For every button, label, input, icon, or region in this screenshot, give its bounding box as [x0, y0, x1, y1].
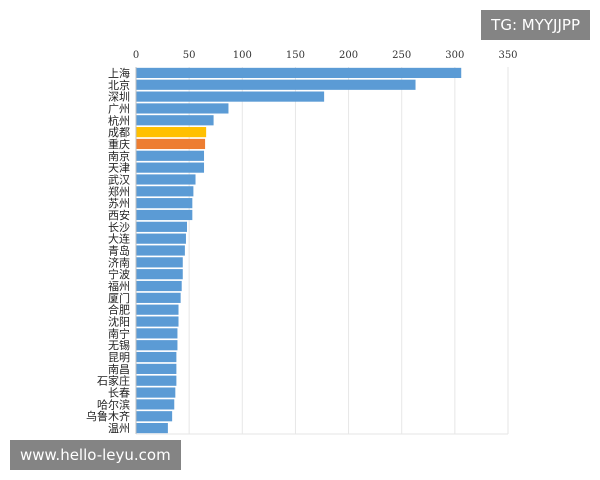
category-label: 厦门 [108, 291, 130, 305]
watermark-site: www.hello-leyu.com [10, 440, 181, 470]
bar [136, 233, 186, 244]
bar [136, 257, 183, 268]
category-label: 郑州 [108, 184, 130, 198]
bar [136, 150, 205, 161]
bar [136, 67, 462, 79]
category-label: 温州 [108, 422, 130, 435]
bar [136, 387, 176, 398]
category-label: 哈尔滨 [97, 397, 130, 411]
category-label: 杭州 [108, 113, 130, 127]
bar [136, 292, 181, 303]
bar [136, 79, 416, 90]
bar [136, 340, 178, 351]
x-tick-label: 50 [183, 50, 196, 61]
category-label: 长春 [108, 387, 130, 400]
category-label: 福州 [108, 279, 130, 293]
watermark-tg: TG: MYYJJPP [481, 10, 590, 40]
bar [136, 399, 175, 410]
category-label: 南昌 [108, 363, 130, 376]
category-label: 深圳 [108, 91, 130, 104]
category-label: 成都 [108, 126, 130, 139]
bar [136, 103, 229, 114]
category-label: 天津 [108, 162, 130, 175]
category-label: 昆明 [108, 351, 130, 364]
category-label: 乌鲁木齐 [86, 409, 130, 423]
bar [136, 269, 183, 280]
bar [136, 162, 205, 173]
bar [136, 328, 178, 339]
category-label: 广州 [108, 102, 130, 115]
x-tick-label: 350 [498, 50, 517, 61]
bar [136, 280, 182, 292]
x-axis-ticks: 0 50 100 150 200 250 300 350 [133, 50, 518, 61]
bar [136, 316, 179, 327]
bar [136, 138, 206, 150]
bar [136, 221, 188, 232]
category-label: 南京 [108, 149, 130, 163]
x-tick-label: 250 [392, 50, 411, 61]
category-label: 大连 [108, 232, 130, 246]
category-label: 沈阳 [108, 315, 130, 329]
category-label: 南宁 [108, 326, 130, 340]
category-label: 上海 [108, 66, 130, 80]
category-label: 西安 [108, 208, 130, 222]
x-tick-label: 300 [445, 50, 464, 61]
bar [136, 174, 196, 185]
bar [136, 198, 193, 209]
category-label: 济南 [108, 255, 130, 269]
category-label: 重庆 [108, 137, 130, 151]
bar [136, 209, 193, 221]
category-label: 长沙 [108, 221, 130, 234]
bar [136, 363, 177, 374]
x-tick-label: 0 [133, 50, 139, 61]
category-labels: 上海北京深圳广州杭州成都重庆南京天津武汉郑州苏州西安长沙大连青岛济南宁波福州厦门… [86, 66, 130, 435]
category-label: 合肥 [108, 303, 130, 317]
gridlines [136, 67, 509, 435]
category-label: 苏州 [108, 197, 130, 210]
bar [136, 186, 194, 197]
category-label: 宁波 [108, 267, 130, 281]
bar [136, 115, 214, 126]
bar [136, 351, 177, 363]
category-label: 青岛 [108, 244, 130, 258]
bar [136, 127, 207, 138]
bars [136, 67, 462, 434]
bar [136, 375, 177, 386]
x-tick-label: 100 [233, 50, 252, 61]
bar [136, 245, 185, 256]
category-label: 北京 [108, 78, 130, 92]
x-tick-label: 200 [339, 50, 358, 61]
bar [136, 422, 168, 434]
bar [136, 411, 173, 422]
bar [136, 91, 325, 102]
bar [136, 304, 179, 315]
category-label: 无锡 [108, 338, 130, 352]
category-label: 石家庄 [97, 374, 130, 388]
category-label: 武汉 [108, 173, 130, 186]
x-tick-label: 150 [286, 50, 305, 61]
